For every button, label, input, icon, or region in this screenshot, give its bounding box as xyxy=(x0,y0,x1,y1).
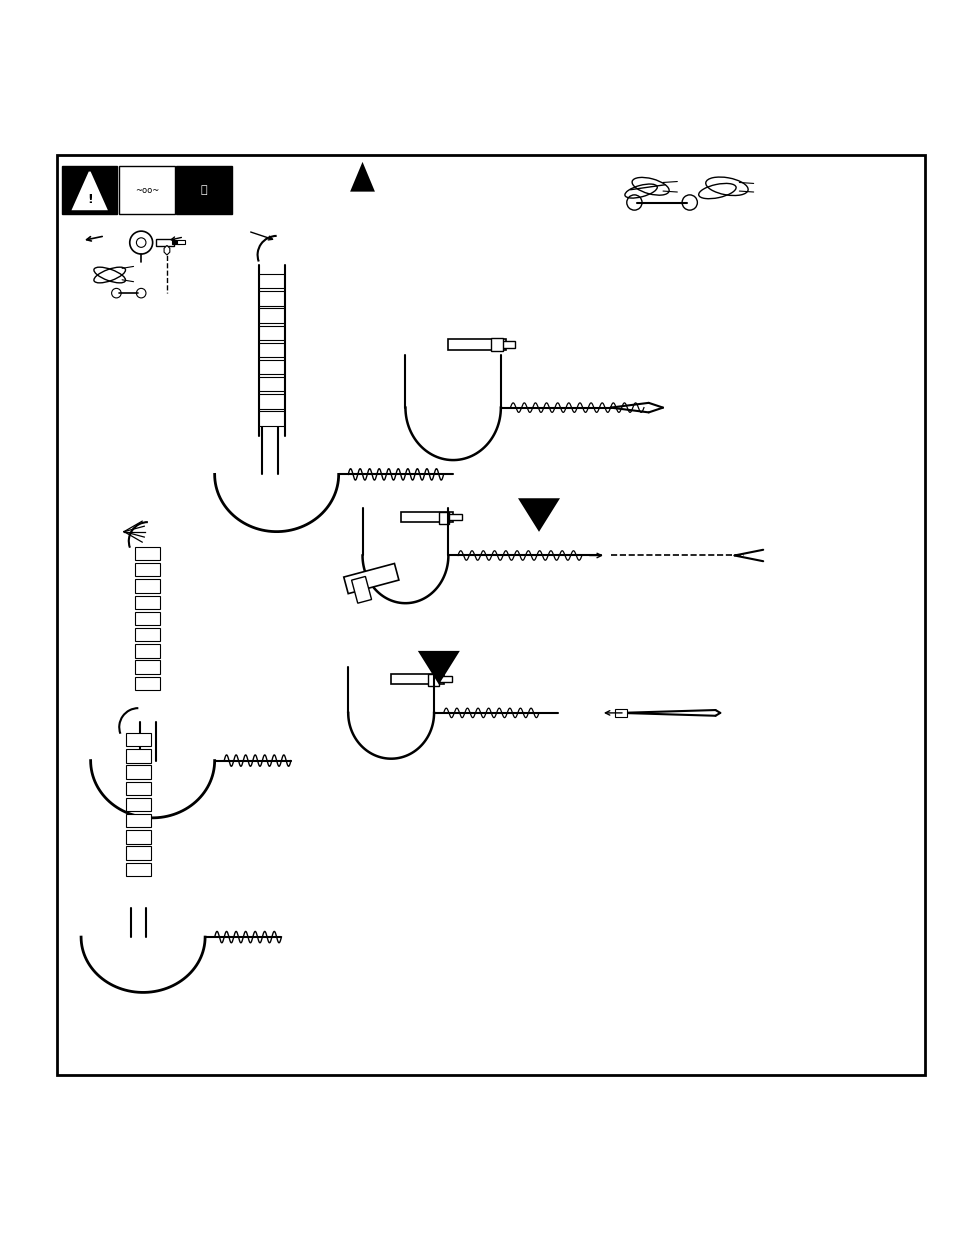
Polygon shape xyxy=(350,162,375,191)
Bar xyxy=(135,677,160,690)
Bar xyxy=(126,830,151,844)
Bar xyxy=(135,611,160,625)
Text: !: ! xyxy=(87,193,92,206)
Bar xyxy=(126,798,151,811)
Bar xyxy=(156,238,173,247)
Bar xyxy=(259,394,284,409)
Bar xyxy=(135,645,160,657)
Bar xyxy=(391,674,443,684)
Polygon shape xyxy=(73,172,106,209)
Bar xyxy=(176,167,232,214)
Bar xyxy=(259,274,284,288)
Bar xyxy=(259,326,284,340)
Text: ~oo~: ~oo~ xyxy=(134,185,159,195)
Polygon shape xyxy=(164,246,170,254)
Bar xyxy=(62,167,117,214)
Bar xyxy=(259,343,284,357)
Bar xyxy=(177,240,185,245)
Bar xyxy=(126,766,151,779)
Bar xyxy=(135,547,160,561)
Bar xyxy=(259,411,284,426)
Bar xyxy=(615,709,626,716)
Polygon shape xyxy=(517,498,559,532)
Bar xyxy=(343,563,398,594)
Bar xyxy=(126,863,151,876)
Bar xyxy=(135,563,160,577)
Bar xyxy=(259,309,284,322)
Bar xyxy=(172,240,179,243)
Bar xyxy=(135,661,160,674)
Bar xyxy=(448,338,505,351)
Bar xyxy=(126,814,151,827)
Bar xyxy=(438,511,449,524)
Text: 🧤: 🧤 xyxy=(201,185,207,195)
Bar xyxy=(126,782,151,795)
Bar xyxy=(259,377,284,391)
Bar xyxy=(448,514,461,520)
Bar xyxy=(259,291,284,305)
Bar xyxy=(491,338,502,351)
Bar xyxy=(135,595,160,609)
Bar xyxy=(119,167,174,214)
Bar xyxy=(259,359,284,374)
Bar xyxy=(352,577,371,603)
Bar xyxy=(428,674,438,687)
Bar xyxy=(126,846,151,860)
Bar xyxy=(135,579,160,593)
Bar xyxy=(500,341,515,348)
Polygon shape xyxy=(417,651,459,684)
Bar xyxy=(438,676,452,683)
Bar xyxy=(135,627,160,641)
Bar xyxy=(126,732,151,746)
Bar xyxy=(400,511,453,522)
Bar xyxy=(126,750,151,762)
